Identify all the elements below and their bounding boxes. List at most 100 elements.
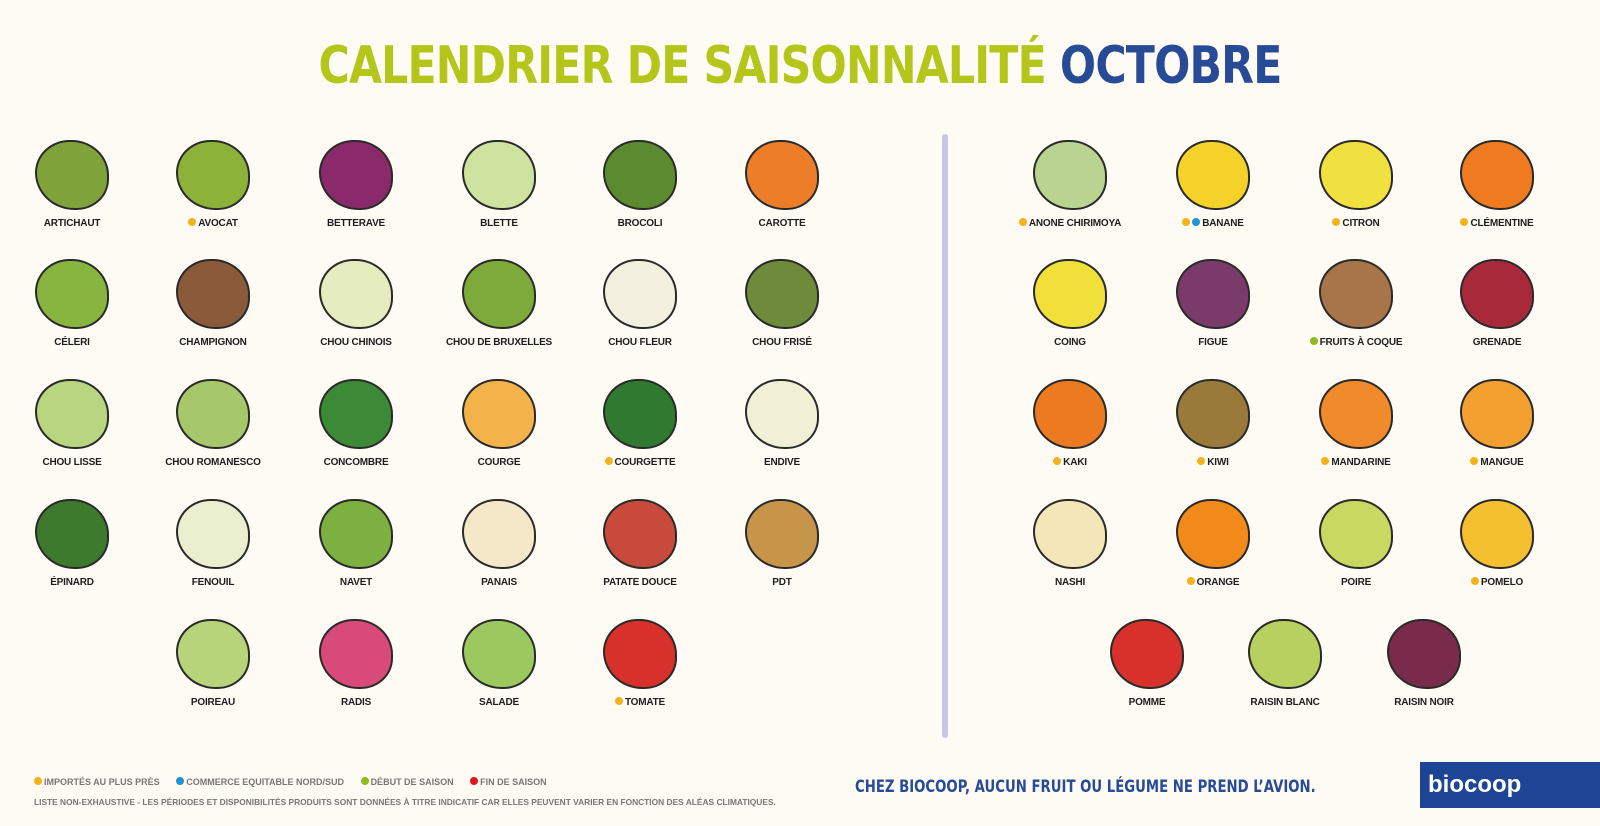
produce-name: FENOUIL xyxy=(191,577,235,588)
produce-item: CHAMPIGNON xyxy=(143,259,283,348)
produce-item: RADIS xyxy=(286,619,426,708)
legend-imported: IMPORTÉS AU PLUS PRÈS xyxy=(34,777,160,787)
produce-item: GRENADE xyxy=(1427,259,1567,348)
produce-label: KIWI xyxy=(1143,457,1283,468)
fair_trade-marker-icon xyxy=(1192,218,1201,226)
produce-item: ÉPINARD xyxy=(2,499,142,588)
produce-item: KIWI xyxy=(1143,379,1283,468)
produce-label: POMME xyxy=(1077,697,1217,708)
legend-label: FIN DE SAISON xyxy=(480,777,547,787)
produce-name: KAKI xyxy=(1063,457,1087,468)
produce-item: POMELO xyxy=(1427,499,1567,588)
red-dot-icon xyxy=(470,777,479,785)
produce-label: CÉLERI xyxy=(2,337,142,348)
produce-label: FIGUE xyxy=(1143,337,1283,348)
produce-item: ARTICHAUT xyxy=(2,140,142,229)
produce-name: CAROTTE xyxy=(758,218,806,229)
title-main: CALENDRIER DE SAISONNALITÉ xyxy=(318,36,1046,96)
produce-label: POMELO xyxy=(1427,577,1567,588)
produce-item: PATATE DOUCE xyxy=(570,499,710,588)
produce-item: CLÉMENTINE xyxy=(1427,140,1567,229)
produce-name: BROCOLI xyxy=(617,218,663,229)
produce-name: NAVET xyxy=(339,577,373,588)
page-title: CALENDRIER DE SAISONNALITÉ OCTOBRE xyxy=(144,36,1456,96)
produce-item: POMME xyxy=(1077,619,1217,708)
produce-label: COING xyxy=(1000,337,1140,348)
produce-name: COURGETTE xyxy=(614,457,676,468)
produce-item: ANONE CHIRIMOYA xyxy=(1000,140,1140,229)
imported-marker-icon xyxy=(188,218,197,226)
produce-item: PDT xyxy=(712,499,852,588)
produce-name: PDT xyxy=(772,577,792,588)
imported-marker-icon xyxy=(1018,218,1027,226)
coing-illustration-icon xyxy=(1033,259,1107,329)
produce-label: PANAIS xyxy=(429,577,569,588)
produce-item: BETTERAVE xyxy=(286,140,426,229)
biocoop-logo[interactable]: biocoop xyxy=(1420,762,1600,808)
blue-dot-icon xyxy=(176,777,185,785)
produce-name: RAISIN BLANC xyxy=(1250,697,1320,708)
produce-label: CHOU LISSE xyxy=(2,457,142,468)
chou-romanesco-illustration-icon xyxy=(176,379,250,449)
produce-name: POIREAU xyxy=(190,697,236,708)
produce-label: CHAMPIGNON xyxy=(143,337,283,348)
produce-item: COURGETTE xyxy=(570,379,710,468)
produce-item: TOMATE xyxy=(570,619,710,708)
imported-marker-icon xyxy=(1460,218,1469,226)
produce-name: CLÉMENTINE xyxy=(1470,218,1534,229)
produce-label: CAROTTE xyxy=(712,218,852,229)
imported-marker-icon xyxy=(1321,457,1330,465)
orange-illustration-icon xyxy=(1176,499,1250,569)
courge-illustration-icon xyxy=(462,379,536,449)
imported-marker-icon xyxy=(614,697,623,705)
radis-illustration-icon xyxy=(319,619,393,689)
brocoli-illustration-icon xyxy=(603,140,677,210)
produce-name: ARTICHAUT xyxy=(43,218,101,229)
c-leri-illustration-icon xyxy=(35,259,109,329)
produce-name: CHOU FLEUR xyxy=(608,337,672,348)
produce-name: COING xyxy=(1054,337,1086,348)
produce-name: ENDIVE xyxy=(763,457,801,468)
produce-item: CHOU FLEUR xyxy=(570,259,710,348)
grenade-illustration-icon xyxy=(1460,259,1534,329)
pdt-illustration-icon xyxy=(745,499,819,569)
chou-de-bruxelles-illustration-icon xyxy=(462,259,536,329)
produce-name: CHOU CHINOIS xyxy=(320,337,392,348)
produce-name: PATATE DOUCE xyxy=(603,577,677,588)
concombre-illustration-icon xyxy=(319,379,393,449)
produce-item: NAVET xyxy=(286,499,426,588)
betterave-illustration-icon xyxy=(319,140,393,210)
poireau-illustration-icon xyxy=(176,619,250,689)
produce-item: COING xyxy=(1000,259,1140,348)
-pinard-illustration-icon xyxy=(35,499,109,569)
produce-name: MANGUE xyxy=(1480,457,1524,468)
produce-item: NASHI xyxy=(1000,499,1140,588)
produce-label: MANGUE xyxy=(1427,457,1567,468)
imported-marker-icon xyxy=(1470,577,1479,585)
produce-name: KIWI xyxy=(1207,457,1229,468)
produce-item: CHOU CHINOIS xyxy=(286,259,426,348)
produce-name: CÉLERI xyxy=(54,337,90,348)
produce-name: ÉPINARD xyxy=(50,577,94,588)
produce-name: POMELO xyxy=(1480,577,1524,588)
produce-label: KAKI xyxy=(1000,457,1140,468)
produce-name: SALADE xyxy=(479,697,519,708)
produce-name: FRUITS À COQUE xyxy=(1319,337,1403,348)
raisin-noir-illustration-icon xyxy=(1387,619,1461,689)
panais-illustration-icon xyxy=(462,499,536,569)
produce-item: SALADE xyxy=(429,619,569,708)
chou-chinois-illustration-icon xyxy=(319,259,393,329)
produce-item: PANAIS xyxy=(429,499,569,588)
imported-marker-icon xyxy=(604,457,613,465)
produce-name: ORANGE xyxy=(1196,577,1240,588)
produce-item: ORANGE xyxy=(1143,499,1283,588)
artichaut-illustration-icon xyxy=(35,140,109,210)
mangue-illustration-icon xyxy=(1460,379,1534,449)
produce-item: RAISIN BLANC xyxy=(1215,619,1355,708)
blette-illustration-icon xyxy=(462,140,536,210)
produce-label: RAISIN BLANC xyxy=(1215,697,1355,708)
produce-item: CITRON xyxy=(1286,140,1426,229)
produce-label: COURGE xyxy=(429,457,569,468)
produce-label: RADIS xyxy=(286,697,426,708)
raisin-blanc-illustration-icon xyxy=(1248,619,1322,689)
